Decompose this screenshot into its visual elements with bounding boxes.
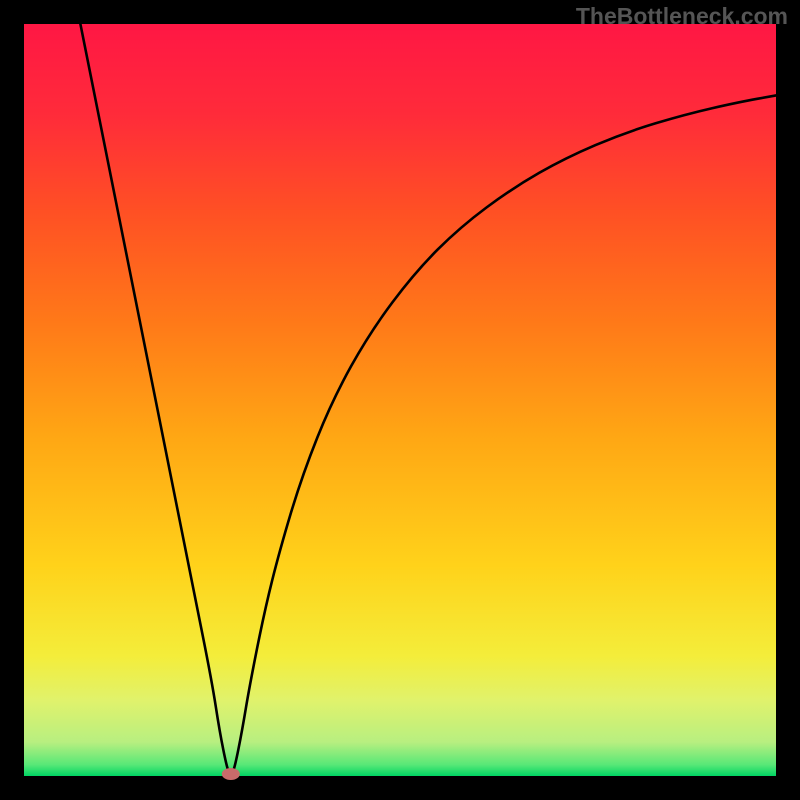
chart-container: TheBottleneck.com	[0, 0, 800, 800]
minimum-marker	[222, 768, 240, 780]
watermark-text: TheBottleneck.com	[576, 3, 788, 30]
plot-gradient	[24, 24, 776, 776]
chart-svg	[0, 0, 800, 800]
